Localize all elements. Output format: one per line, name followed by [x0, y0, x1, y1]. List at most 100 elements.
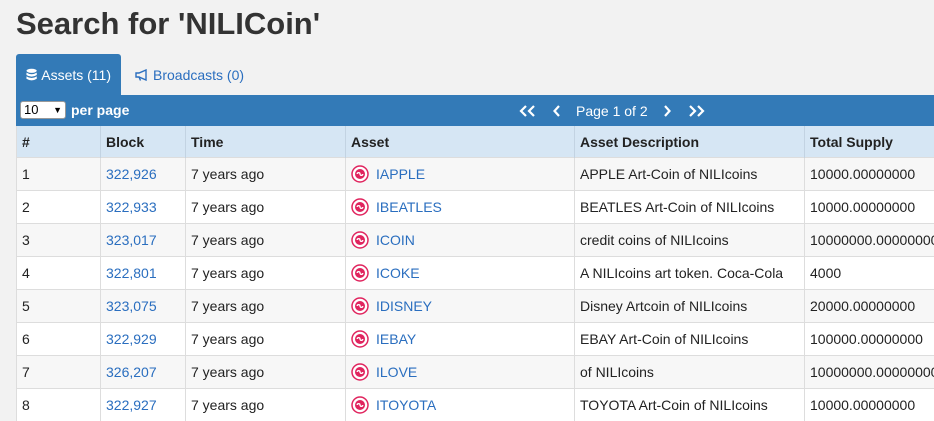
bullhorn-icon [135, 69, 149, 81]
block-link[interactable]: 322,929 [106, 331, 157, 347]
row-number: 8 [17, 389, 101, 421]
row-number: 6 [17, 323, 101, 356]
prev-page-button[interactable] [546, 95, 568, 126]
block-link[interactable]: 322,927 [106, 397, 157, 413]
pagination: Page 1 of 2 [510, 95, 714, 126]
tab-broadcasts[interactable]: Broadcasts (0) [121, 54, 254, 95]
asset-cell: IDISNEY [346, 290, 575, 323]
table-row: 1 322,926 7 years ago IAPPLE APPLE Art-Coin … [17, 158, 934, 191]
asset-cell: IBEATLES [346, 191, 575, 224]
time-cell: 7 years ago [186, 257, 346, 290]
tab-broadcasts-label: Broadcasts (0) [153, 67, 244, 83]
asset-cell: ICOIN [346, 224, 575, 257]
last-page-button[interactable] [678, 95, 714, 126]
supply-cell: 10000.00000000 [805, 158, 934, 191]
asset-cell: ITOYOTA [346, 389, 575, 421]
block-cell: 322,926 [101, 158, 186, 191]
supply-cell: 100000.00000000 [805, 323, 934, 356]
first-page-button[interactable] [510, 95, 546, 126]
block-link[interactable]: 322,801 [106, 265, 157, 281]
table-header-row: # Block Time Asset Asset Description Tot… [17, 126, 934, 158]
column-header-block[interactable]: Block [101, 126, 186, 158]
asset-cell: ILOVE [346, 356, 575, 389]
supply-cell: 4000 [805, 257, 934, 290]
asset-coin-icon [351, 264, 369, 282]
column-header-supply[interactable]: Total Supply [805, 126, 934, 158]
row-number: 4 [17, 257, 101, 290]
time-cell: 7 years ago [186, 191, 346, 224]
table-row: 3 323,017 7 years ago ICOIN credit coins of … [17, 224, 934, 257]
supply-cell: 10000000.00000000 [805, 224, 934, 257]
supply-cell: 10000000.00000000 [805, 356, 934, 389]
asset-coin-icon [351, 396, 369, 414]
description-cell: EBAY Art-Coin of NILIcoins [575, 323, 805, 356]
asset-cell: ICOKE [346, 257, 575, 290]
supply-cell: 10000.00000000 [805, 389, 934, 421]
block-link[interactable]: 323,017 [106, 232, 157, 248]
tab-bar: Assets (11) Broadcasts (0) [16, 54, 254, 95]
asset-link[interactable]: ILOVE [376, 364, 417, 380]
block-cell: 323,075 [101, 290, 186, 323]
block-link[interactable]: 322,933 [106, 199, 157, 215]
block-cell: 326,207 [101, 356, 186, 389]
supply-cell: 20000.00000000 [805, 290, 934, 323]
tab-assets-label: Assets (11) [41, 67, 111, 83]
asset-link[interactable]: ICOIN [376, 232, 415, 248]
per-page-value: 10 [24, 102, 38, 117]
assets-table: # Block Time Asset Asset Description Tot… [16, 126, 934, 421]
asset-link[interactable]: IAPPLE [376, 166, 425, 182]
supply-cell: 10000.00000000 [805, 191, 934, 224]
time-cell: 7 years ago [186, 290, 346, 323]
block-link[interactable]: 322,926 [106, 166, 157, 182]
block-cell: 322,929 [101, 323, 186, 356]
row-number: 1 [17, 158, 101, 191]
asset-coin-icon [351, 165, 369, 183]
column-header-time[interactable]: Time [186, 126, 346, 158]
asset-link[interactable]: IDISNEY [376, 298, 432, 314]
column-header-description[interactable]: Asset Description [575, 126, 805, 158]
column-header-number[interactable]: # [17, 126, 101, 158]
table-row: 2 322,933 7 years ago IBEATLES BEATLES Art-C… [17, 191, 934, 224]
asset-cell: IEBAY [346, 323, 575, 356]
table-toolbar: 10 ▼ per page Page 1 of 2 [16, 95, 934, 126]
chevron-left-icon [552, 104, 562, 118]
page-indicator: Page 1 of 2 [576, 103, 648, 119]
time-cell: 7 years ago [186, 323, 346, 356]
per-page-select[interactable]: 10 ▼ [20, 101, 66, 119]
table-row: 6 322,929 7 years ago IEBAY EBAY Art-Coin of… [17, 323, 934, 356]
page-title: Search for 'NILICoin' [16, 6, 320, 42]
description-cell: of NILIcoins [575, 356, 805, 389]
column-header-asset[interactable]: Asset [346, 126, 575, 158]
time-cell: 7 years ago [186, 158, 346, 191]
tab-assets[interactable]: Assets (11) [16, 54, 121, 95]
row-number: 7 [17, 356, 101, 389]
block-cell: 323,017 [101, 224, 186, 257]
row-number: 2 [17, 191, 101, 224]
block-link[interactable]: 323,075 [106, 298, 157, 314]
asset-link[interactable]: IBEATLES [376, 199, 442, 215]
block-link[interactable]: 326,207 [106, 364, 157, 380]
description-cell: APPLE Art-Coin of NILIcoins [575, 158, 805, 191]
chevron-down-icon: ▼ [53, 102, 62, 118]
block-cell: 322,933 [101, 191, 186, 224]
description-cell: BEATLES Art-Coin of NILIcoins [575, 191, 805, 224]
asset-link[interactable]: ITOYOTA [376, 397, 436, 413]
asset-coin-icon [351, 363, 369, 381]
next-page-button[interactable] [656, 95, 678, 126]
description-cell: Disney Artcoin of NILIcoins [575, 290, 805, 323]
per-page-label: per page [71, 102, 129, 118]
block-cell: 322,801 [101, 257, 186, 290]
asset-link[interactable]: IEBAY [376, 331, 416, 347]
time-cell: 7 years ago [186, 224, 346, 257]
double-chevron-right-icon [686, 104, 706, 118]
block-cell: 322,927 [101, 389, 186, 421]
row-number: 3 [17, 224, 101, 257]
chevron-right-icon [662, 104, 672, 118]
description-cell: credit coins of NILIcoins [575, 224, 805, 257]
description-cell: TOYOTA Art-Coin of NILIcoins [575, 389, 805, 421]
asset-coin-icon [351, 198, 369, 216]
asset-link[interactable]: ICOKE [376, 265, 420, 281]
